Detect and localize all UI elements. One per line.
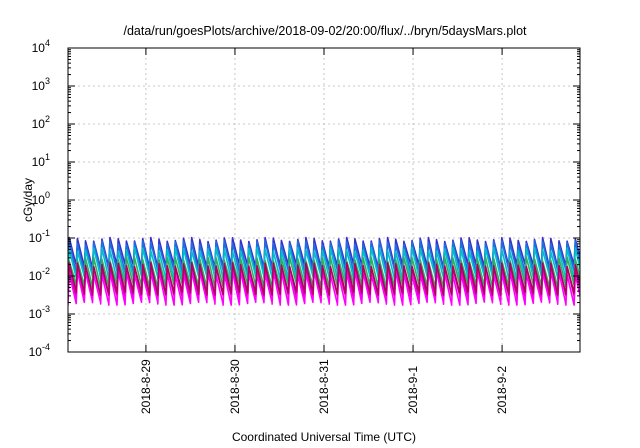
x-tick-label: 2018-9-1 (406, 366, 420, 414)
y-tick-label: 102 (32, 114, 50, 131)
x-tick-label: 2018-8-31 (317, 359, 331, 414)
x-axis-label: Coordinated Universal Time (UTC) (232, 430, 416, 444)
y-axis-label: cGy/day (21, 178, 35, 222)
x-tick-label: 2018-9-2 (495, 366, 509, 414)
y-tick-label: 10-2 (29, 266, 50, 283)
axis-layer: 10-410-310-210-11001011021031042018-8-29… (29, 38, 580, 414)
x-tick-label: 2018-8-30 (228, 359, 242, 414)
y-tick-label: 104 (32, 38, 50, 55)
x-tick-label: 2018-8-29 (139, 359, 153, 414)
y-tick-label: 10-1 (29, 228, 50, 245)
series-line (68, 261, 580, 296)
plot-frame (67, 47, 581, 353)
y-tick-label: 101 (32, 152, 50, 169)
grid (68, 48, 580, 352)
chart-title: /data/run/goesPlots/archive/2018-09-02/2… (123, 24, 527, 38)
series-layer (68, 236, 580, 306)
y-tick-label: 103 (32, 76, 50, 93)
y-tick-label: 10-3 (29, 304, 50, 321)
y-tick-label: 10-4 (29, 342, 50, 359)
